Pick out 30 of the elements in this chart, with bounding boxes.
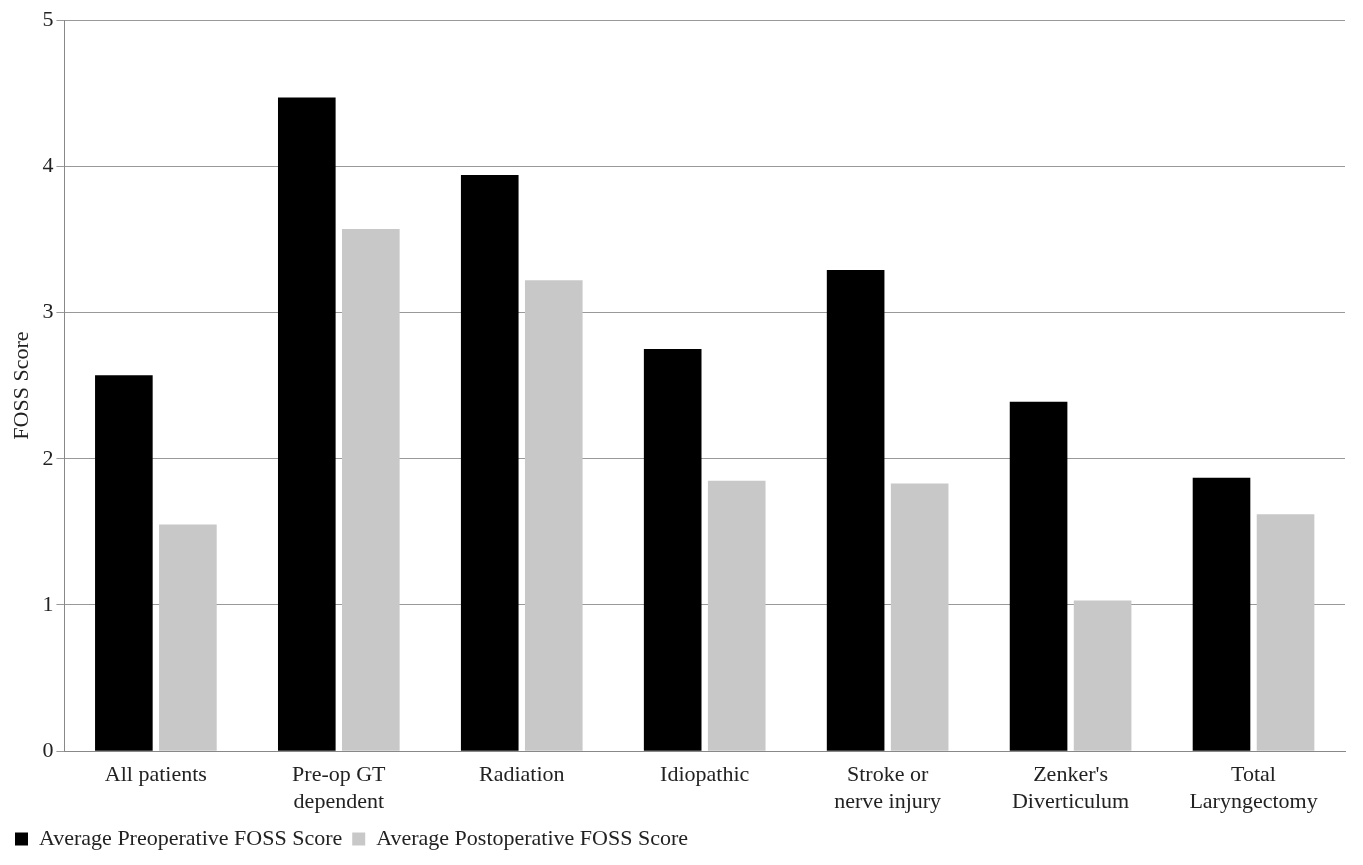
x-tick-label: Radiation: [478, 761, 565, 787]
bar: [890, 483, 949, 751]
x-tick-label: Pre-op GT dependent: [292, 761, 387, 813]
legend-label: Average Postoperative FOSS Score: [376, 824, 689, 850]
bar: [643, 349, 702, 751]
x-tick-label: Zenker's Diverticulum: [1011, 761, 1130, 813]
bar: [1073, 600, 1132, 751]
y-axis-title: FOSS Score: [7, 331, 33, 440]
bar: [524, 280, 583, 751]
bar: [460, 175, 519, 751]
bar: [707, 480, 766, 751]
legend-label: Average Preoperative FOSS Score: [39, 824, 343, 850]
y-tick-label: 1: [42, 590, 54, 616]
x-tick-label: Idiopathic: [660, 761, 750, 787]
y-tick-label: 0: [42, 736, 54, 762]
bar: [342, 229, 400, 751]
y-tick-label: 4: [42, 152, 54, 178]
bar: [826, 270, 885, 751]
y-tick-label: 5: [42, 5, 54, 31]
bar: [159, 524, 217, 751]
bar: [277, 97, 336, 751]
x-tick-label: All patients: [104, 761, 207, 787]
bar: [1192, 477, 1251, 751]
bar: [1009, 401, 1068, 751]
x-tick-label: Total Laryngectomy: [1189, 761, 1318, 813]
x-tick-label: Stroke or nerve injury: [834, 761, 942, 813]
bar: [1256, 514, 1315, 751]
y-tick-label: 2: [42, 444, 54, 470]
y-tick-label: 3: [42, 298, 54, 324]
bar: [95, 375, 153, 751]
